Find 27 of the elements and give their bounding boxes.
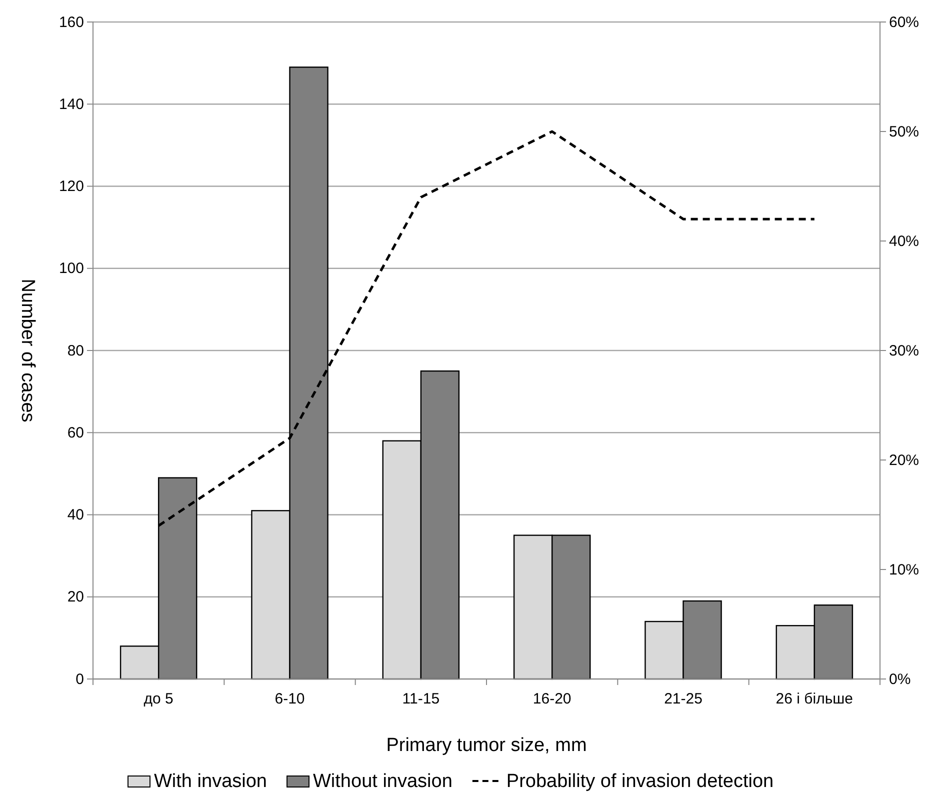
- y2-tick-label: 20%: [889, 452, 920, 469]
- x-tick-label: 21-25: [664, 690, 702, 708]
- legend-label: With invasion: [154, 771, 267, 792]
- y-tick-label: 40: [67, 506, 84, 524]
- x-tick-label: 26 і більше: [776, 690, 854, 708]
- legend-label: Without invasion: [313, 771, 452, 792]
- y-tick-label: 0: [76, 670, 84, 688]
- y2-tick-label: 50%: [889, 123, 920, 140]
- y2-tick-label: 0%: [889, 670, 911, 688]
- y-tick-label: 60: [67, 424, 84, 442]
- y2-tick-label: 60%: [889, 14, 920, 31]
- x-tick-label: до 5: [144, 690, 174, 708]
- x-tick-label: 16-20: [532, 690, 572, 708]
- x-tick-label: 11-15: [402, 690, 440, 708]
- x-axis-title: Primary tumor size, mm: [386, 735, 587, 756]
- y-tick-label: 160: [58, 14, 84, 31]
- y2-tick-label: 10%: [889, 561, 920, 578]
- legend-label: Probability of invasion detection: [506, 771, 774, 792]
- y-tick-label: 80: [67, 342, 84, 360]
- y-tick-label: 100: [58, 260, 84, 278]
- y-axis-title: Number of cases: [17, 278, 38, 422]
- x-tick-label: 6-10: [274, 690, 305, 708]
- y-tick-label: 20: [67, 588, 84, 606]
- y-tick-label: 140: [58, 96, 84, 113]
- y2-tick-label: 40%: [889, 232, 920, 250]
- y2-tick-label: 30%: [889, 342, 920, 360]
- y-tick-label: 120: [58, 178, 84, 196]
